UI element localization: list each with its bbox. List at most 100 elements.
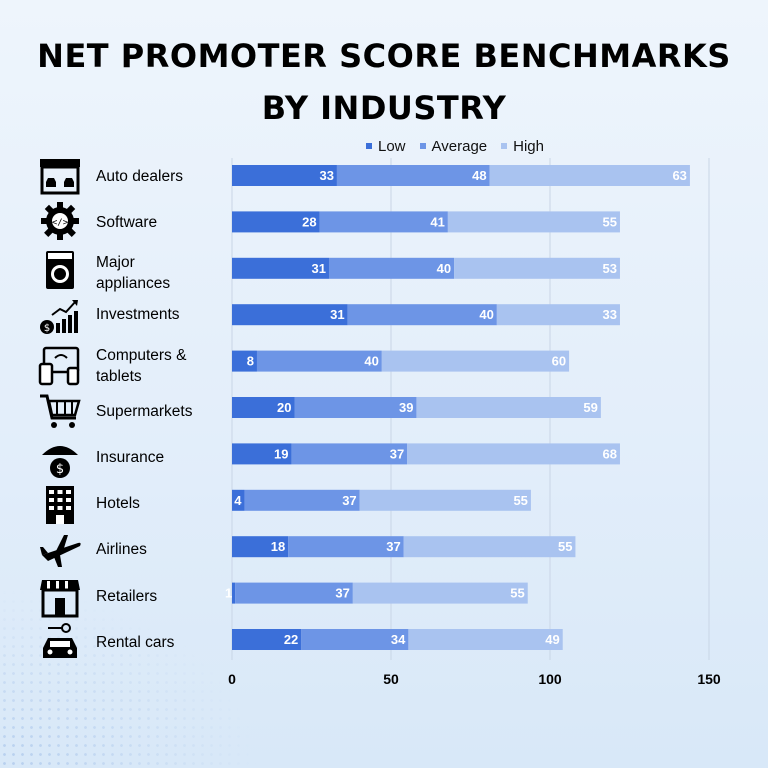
washing-machine-icon [46,251,74,289]
x-tick-label: 100 [538,671,562,687]
bar-segment-low [232,257,329,279]
bar-value-label: 22 [284,632,298,647]
bar-value-label: 55 [510,586,524,601]
bar-value-label: 55 [602,214,616,229]
bar-segment-high [381,350,570,372]
legend-swatch-high [501,143,508,149]
chart-legend: Low Average High [366,136,544,156]
bar-segment-low [232,304,348,326]
legend-swatch-average [419,143,426,149]
bar-segment-low [232,211,320,233]
legend-label-average: Average [431,137,488,155]
bar-segment-average [347,304,497,326]
bar-segment-high [408,629,563,650]
bar-segment-high [359,489,531,511]
bar-value-label: 19 [274,446,288,461]
bar-segment-high [496,304,620,326]
bar-segment-high [489,165,690,186]
bar-value-label: 33 [602,307,616,322]
bar-segment-low [232,489,245,511]
bar-value-label: 18 [271,539,285,554]
bar-value-label: 37 [342,493,356,508]
x-tick-label: 150 [697,671,721,687]
x-tick-label: 50 [383,671,399,687]
legend-item-low: Low [366,136,406,156]
store-front-icon [40,580,80,618]
shopping-cart-icon [40,394,81,428]
svg-text:$: $ [44,323,50,334]
bar-segment-average [235,582,353,604]
category-label-software: Software [96,214,158,231]
category-label-hotels: Hotels [96,495,140,512]
title-line-1: NET PROMOTER SCORE BENCHMARKS [37,37,731,75]
bar-segment-high [407,443,620,465]
legend-label-low: Low [378,137,406,155]
bar-value-label: 68 [602,446,616,461]
bar-segment-average [319,211,448,233]
dot-pattern-decoration [0,588,260,768]
legend-swatch-low [366,143,372,149]
legend-item-high: High [501,136,544,156]
bar-value-label: 33 [319,168,333,183]
bar-value-label: 40 [437,261,451,276]
bar-segment-high [447,211,620,233]
bar-value-label: 37 [386,539,400,554]
bar-segment-low [232,443,292,465]
bar-segment-high [454,257,620,279]
devices-icon [38,346,80,386]
bar-value-label: 60 [552,354,566,369]
bar-value-label: 55 [513,493,527,508]
bar-value-label: 63 [672,168,686,183]
bar-value-label: 48 [472,168,486,183]
bar-segment-low [232,536,289,558]
bar-value-label: 31 [330,307,344,322]
investment-chart-icon: $ [40,300,78,334]
category-label-retailers: Retailers [96,588,158,605]
bar-value-label: 37 [390,446,404,461]
category-label-investments: Investments [96,306,180,323]
bar-value-label: 37 [335,586,349,601]
bar-value-label: 34 [391,632,406,647]
bar-value-label: 55 [558,539,572,554]
airplane-icon [40,535,81,567]
bar-segment-low [232,165,337,186]
bar-value-label: 40 [364,354,378,369]
hotel-building-icon [46,486,74,524]
bar-value-label: 4 [234,493,242,508]
svg-text:</>: </> [52,218,69,228]
category-label-rental-cars: Rental cars [96,634,175,651]
legend-label-high: High [513,137,544,155]
bar-value-label: 31 [312,261,326,276]
bar-segment-average [328,257,455,279]
bar-segment-average [291,443,408,465]
bar-value-label: 8 [247,354,254,369]
bar-value-label: 28 [302,214,316,229]
bar-segment-high [403,536,576,558]
bar-segment-average [256,350,382,372]
bar-value-label: 1 [225,586,232,601]
bar-segment-average [244,489,360,511]
bar-segment-average [336,165,490,186]
bar-segment-high [416,397,601,418]
bar-value-label: 53 [602,261,616,276]
page-title: NET PROMOTER SCORE BENCHMARKS BY INDUSTR… [0,30,768,134]
x-tick-label: 0 [228,671,236,687]
category-label-insurance: Insurance [96,449,165,466]
bar-value-label: 40 [479,307,493,322]
bar-value-label: 20 [277,400,291,415]
bar-segment-high [352,582,528,604]
bar-segment-low [232,582,236,604]
bar-value-label: 49 [545,632,559,647]
bar-value-label: 39 [399,400,413,415]
bar-segment-low [232,350,257,372]
rental-car-icon [43,623,77,658]
garage-car-icon [40,159,80,195]
insurance-umbrella-icon: $ [42,446,78,478]
bar-value-label: 59 [583,400,597,415]
category-label-supermarkets: Supermarkets [96,403,193,420]
bar-segment-low [232,629,302,650]
title-line-2: BY INDUSTRY [261,89,507,127]
bar-segment-average [288,536,404,558]
svg-text:$: $ [56,462,64,477]
